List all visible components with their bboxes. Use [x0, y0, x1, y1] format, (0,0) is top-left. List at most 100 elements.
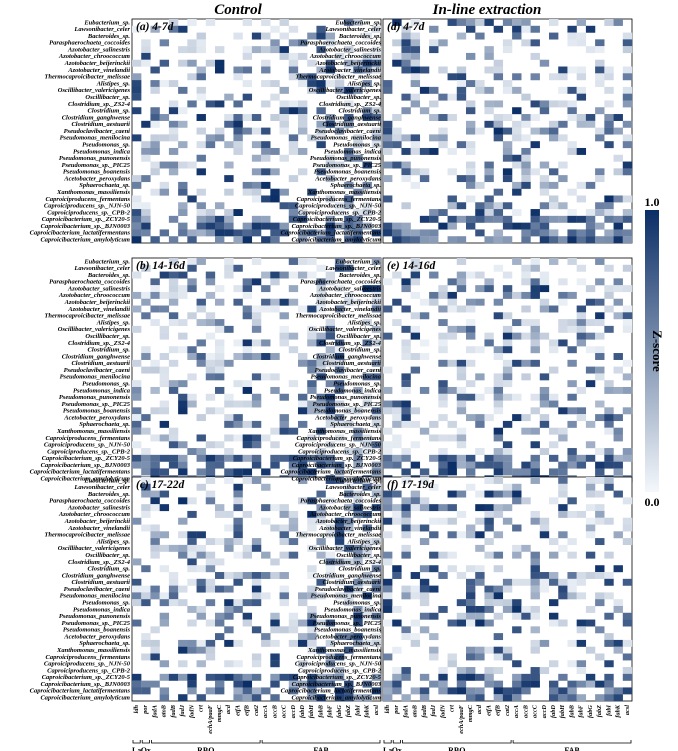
heatmap-cell	[558, 578, 568, 586]
heatmap-cell	[502, 222, 513, 230]
row-label: Clostridium_sp._ZS2-4	[319, 559, 382, 566]
heatmap-cell	[567, 694, 577, 702]
heatmap-cell	[187, 46, 197, 54]
gene-label: fabI	[354, 704, 361, 715]
row-label: Bacteroides_sp.	[87, 272, 130, 279]
heatmap-cell	[353, 434, 363, 442]
heatmap-cell	[521, 497, 531, 505]
heatmap-cell	[242, 353, 253, 360]
row-label: Caproicibacterium_lactatifermentans	[30, 688, 131, 695]
heatmap-cell	[401, 222, 411, 230]
heatmap-cell	[233, 694, 243, 702]
heatmap-cell	[224, 414, 234, 422]
heatmap-cell	[325, 558, 336, 566]
heatmap-cell	[429, 236, 439, 244]
heatmap-cell	[429, 86, 439, 94]
gene-label: fadA	[402, 705, 409, 718]
heatmap-cell	[558, 585, 568, 593]
heatmap-cell	[251, 222, 262, 230]
heatmap-cell	[196, 168, 206, 176]
heatmap-cell	[447, 222, 457, 230]
heatmap-cell	[383, 278, 393, 286]
heatmap-cell	[613, 531, 623, 539]
heatmap-cell	[141, 633, 151, 641]
heatmap-cell	[205, 461, 216, 469]
heatmap-cell	[168, 319, 179, 327]
heatmap-cell	[475, 80, 485, 88]
heatmap-cell	[530, 565, 540, 573]
heatmap-cell	[429, 209, 439, 216]
heatmap-cell	[279, 504, 289, 512]
heatmap-cell	[539, 236, 550, 244]
heatmap-cell	[613, 565, 623, 573]
heatmap-cell	[362, 393, 372, 401]
heatmap-cell	[401, 510, 411, 518]
heatmap-cell	[187, 619, 197, 627]
row-label: Azotobacter_vinelandii	[318, 67, 381, 74]
heatmap-cell	[392, 229, 402, 237]
heatmap-cell	[298, 599, 308, 607]
row-label: Xanthomonas_massiliensis	[307, 428, 381, 435]
heatmap-cell	[502, 291, 513, 299]
heatmap-cell	[558, 490, 568, 498]
heatmap-cell	[502, 578, 513, 586]
heatmap-cell	[316, 264, 326, 272]
heatmap-cell	[567, 380, 577, 388]
heatmap-cell	[344, 120, 354, 128]
heatmap-cell	[429, 653, 439, 661]
heatmap-cell	[512, 393, 522, 401]
heatmap-cell	[595, 127, 605, 135]
heatmap-cell	[512, 359, 522, 367]
heatmap-cell	[242, 339, 253, 347]
heatmap-cell	[178, 285, 188, 293]
heatmap-cell	[270, 46, 280, 54]
heatmap-cell	[466, 646, 476, 654]
heatmap-cell	[187, 680, 197, 688]
heatmap-cell	[362, 538, 372, 546]
row-label: Pseudoclavibacter_caeni	[64, 367, 131, 374]
heatmap-cell	[595, 414, 605, 422]
heatmap-cell	[344, 524, 354, 532]
heatmap-cell	[270, 558, 280, 566]
heatmap-cell	[410, 271, 421, 279]
row-label: Oscillibacter_valericigenes	[309, 545, 382, 552]
heatmap-cell	[168, 25, 179, 33]
heatmap-cell	[325, 346, 336, 354]
heatmap-cell	[224, 215, 234, 223]
heatmap-cell	[539, 215, 550, 223]
heatmap-cell	[576, 592, 587, 600]
heatmap-cell	[141, 46, 151, 54]
heatmap-cell	[447, 619, 457, 627]
heatmap-cell	[215, 325, 225, 333]
heatmap-cell	[585, 531, 596, 539]
heatmap-cell	[371, 114, 382, 121]
heatmap-cell	[371, 373, 382, 381]
heatmap-cell	[261, 285, 271, 293]
heatmap-cell	[251, 420, 262, 428]
heatmap-cell	[622, 639, 633, 647]
heatmap-cell	[438, 134, 448, 142]
heatmap-cell	[539, 305, 550, 313]
heatmap-cell	[168, 271, 179, 279]
heatmap-cell	[595, 66, 605, 74]
heatmap-cell	[613, 229, 623, 237]
heatmap-cell	[187, 448, 197, 455]
heatmap-cell	[251, 687, 262, 695]
heatmap-cell	[205, 222, 216, 230]
heatmap-cell	[215, 510, 225, 518]
heatmap-cell	[558, 687, 568, 695]
heatmap-cell	[512, 578, 522, 586]
heatmap-cell	[196, 544, 206, 552]
heatmap-cell	[576, 73, 587, 81]
heatmap-cell	[362, 477, 372, 484]
heatmap-cell	[530, 461, 540, 469]
row-label: Azotobacter_beijerinckii	[64, 60, 131, 67]
row-label: Thermocaproicibacter_melissae	[44, 532, 130, 539]
heatmap-cell	[168, 236, 179, 244]
heatmap-cell	[353, 188, 363, 196]
heatmap-cell	[530, 468, 540, 476]
heatmap-cell	[141, 427, 151, 435]
heatmap-cell	[307, 86, 317, 94]
heatmap-cell	[493, 434, 504, 442]
heatmap-cell	[502, 461, 513, 469]
